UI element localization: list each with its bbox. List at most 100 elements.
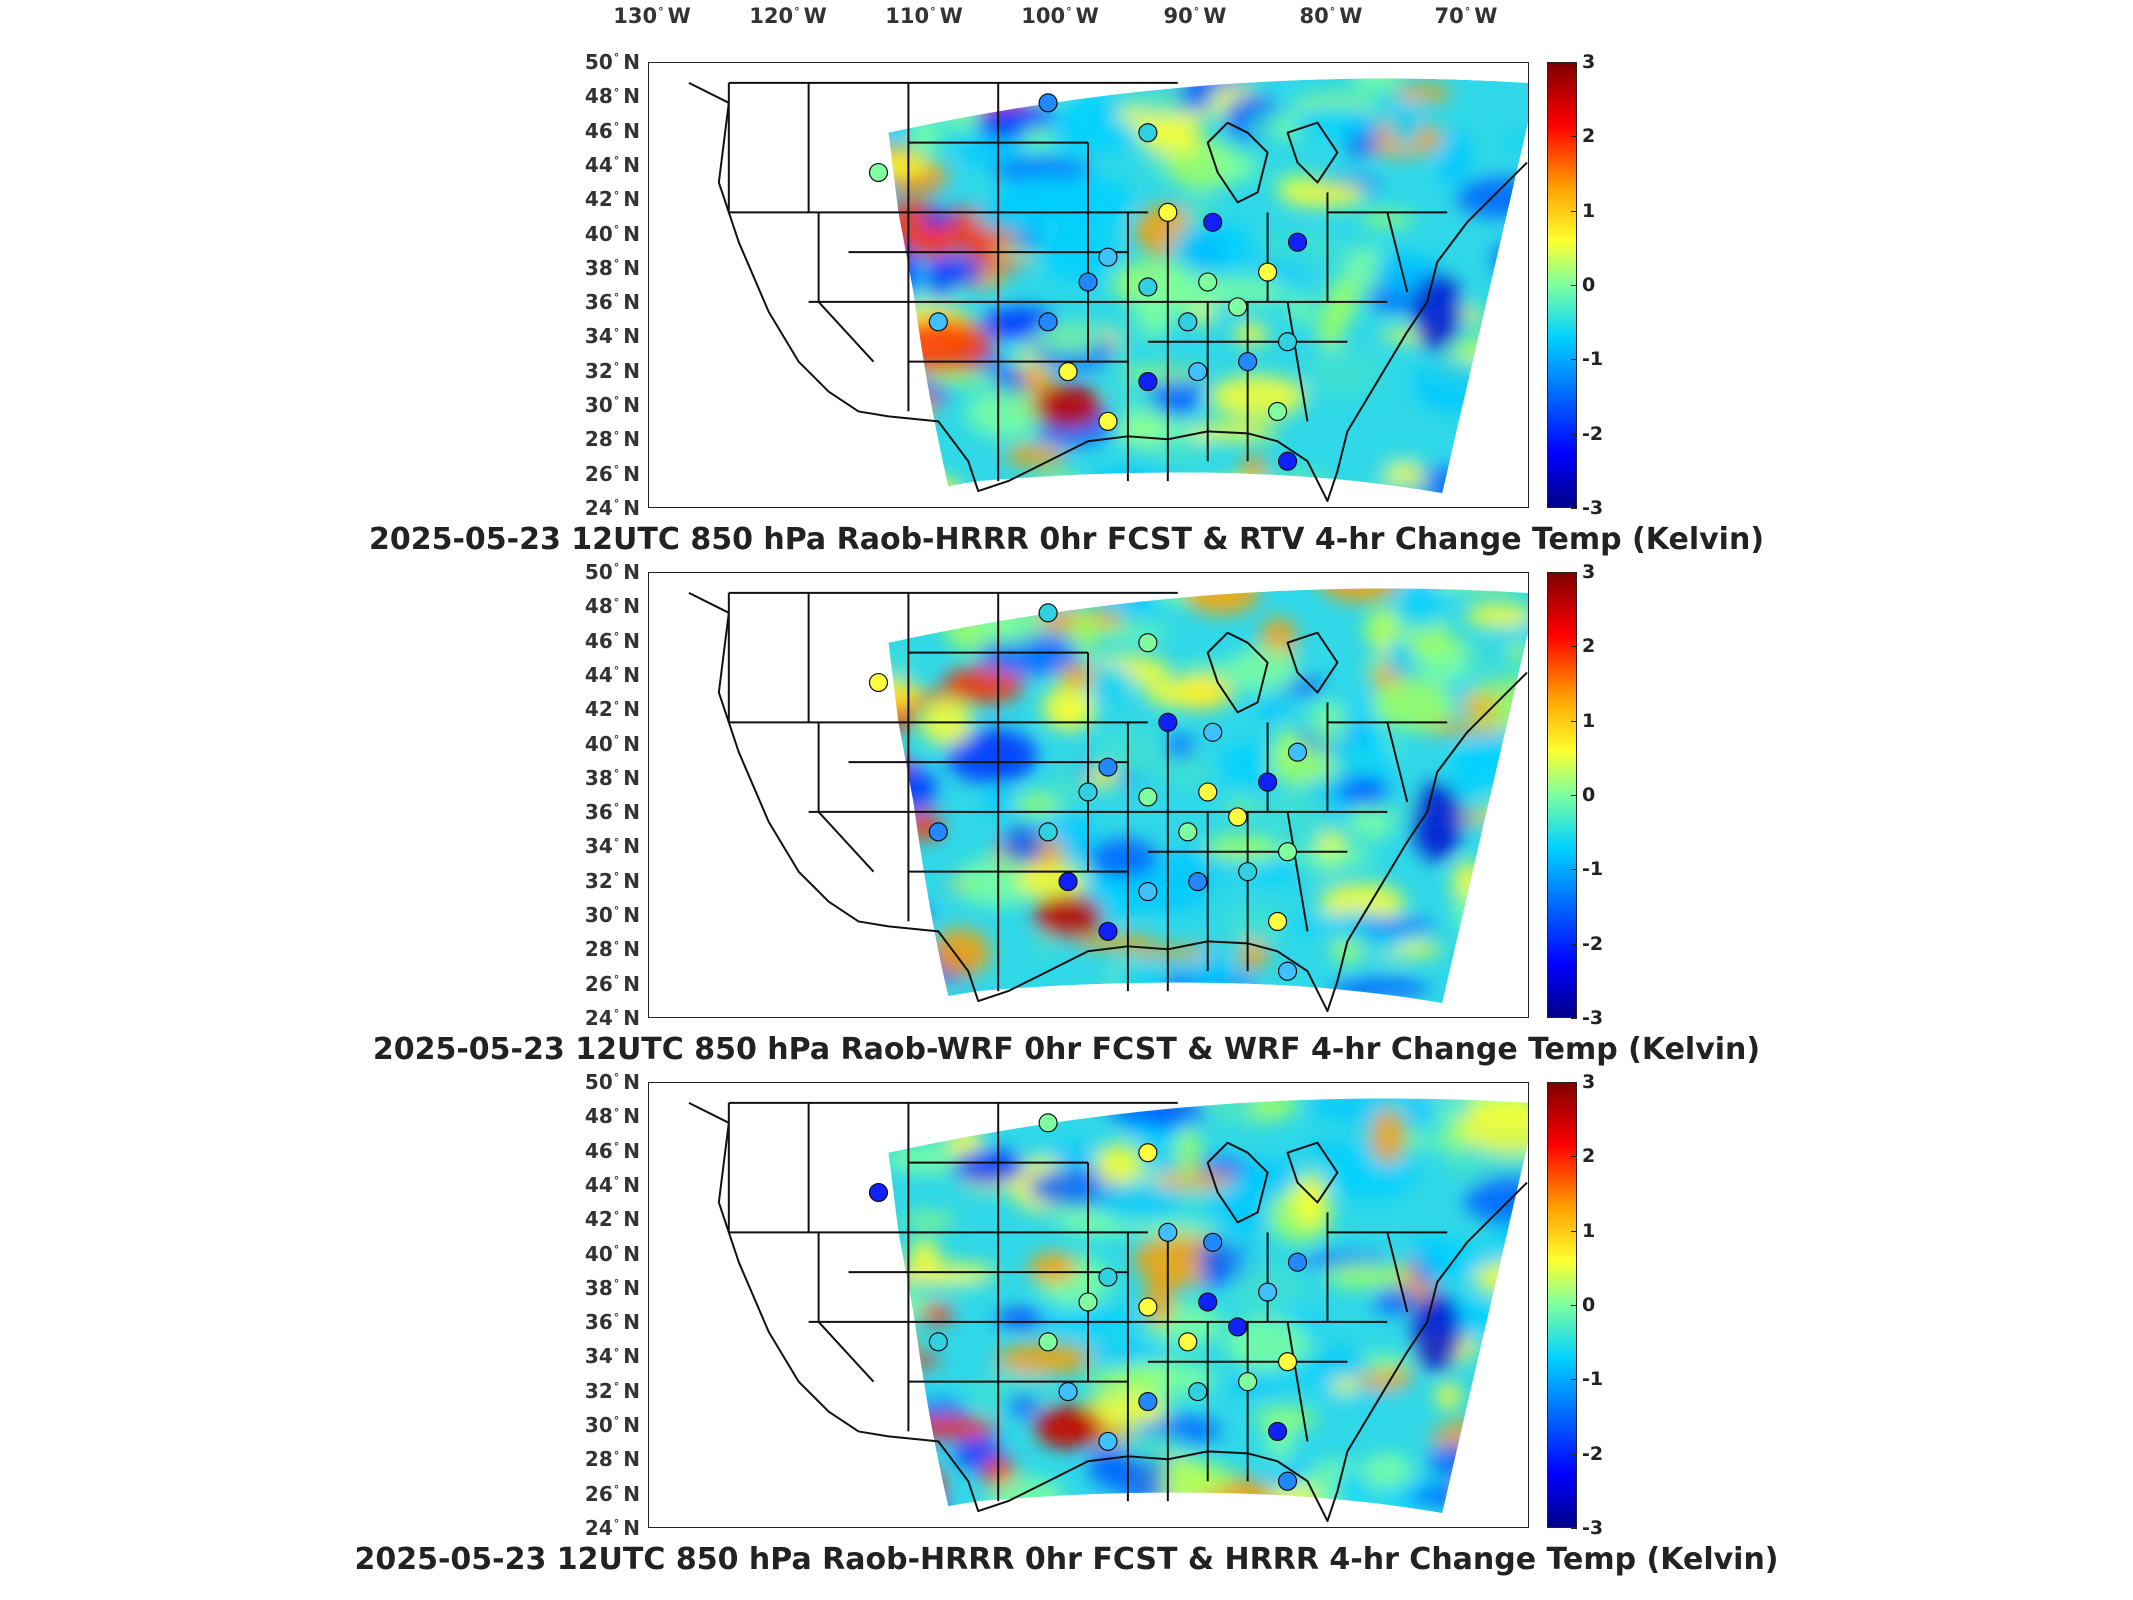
colorbar-tick-label: 0 bbox=[1582, 1294, 1596, 1316]
colorbar-tick-label: -2 bbox=[1582, 1442, 1604, 1465]
colorbar-tick-mark bbox=[1571, 1082, 1577, 1083]
raob-station-marker bbox=[1038, 603, 1058, 623]
raob-station-marker bbox=[1038, 93, 1058, 113]
lat-label: 40° N bbox=[584, 1241, 640, 1266]
raob-station-marker bbox=[1228, 807, 1248, 827]
lat-label: 48° N bbox=[584, 84, 640, 109]
colorbar-tick-label: 2 bbox=[1582, 125, 1596, 148]
lat-label: 38° N bbox=[584, 255, 640, 280]
colorbar-tick-mark bbox=[1571, 1230, 1577, 1232]
colorbar-tick-mark bbox=[1571, 433, 1577, 435]
colorbar-tick-mark bbox=[1571, 795, 1577, 796]
lat-label: 42° N bbox=[584, 697, 640, 722]
lat-label: 30° N bbox=[584, 903, 640, 928]
lat-label: 50° N bbox=[584, 1070, 640, 1094]
colorbar-tick-mark bbox=[1571, 1379, 1577, 1381]
colorbar-tick-mark bbox=[1571, 1453, 1577, 1455]
lat-label: 34° N bbox=[584, 324, 640, 349]
raob-station-marker bbox=[1258, 772, 1278, 792]
raob-station-marker bbox=[1188, 1382, 1208, 1402]
lat-label: 32° N bbox=[584, 1378, 640, 1403]
lat-label: 28° N bbox=[584, 427, 640, 452]
lat-label: 48° N bbox=[584, 594, 640, 619]
colorbar-tick-label: -3 bbox=[1582, 1007, 1604, 1029]
colorbar-tick-mark bbox=[1571, 572, 1577, 573]
raob-station-marker bbox=[1038, 822, 1058, 842]
raob-station-marker bbox=[1138, 633, 1158, 653]
raob-station-marker bbox=[1138, 123, 1158, 143]
colorbar-tick-mark bbox=[1571, 210, 1577, 212]
raob-station-marker bbox=[1238, 1372, 1258, 1392]
lat-label: 38° N bbox=[584, 1275, 640, 1300]
lat-label: 34° N bbox=[584, 834, 640, 859]
raob-station-marker bbox=[1277, 1352, 1298, 1372]
colorbar-tick-label: 1 bbox=[1582, 1219, 1596, 1242]
raob-station-marker bbox=[1138, 1392, 1158, 1412]
temperature-map bbox=[648, 62, 1529, 508]
temperature-map bbox=[648, 572, 1529, 1018]
lon-label-80: 80° W bbox=[1299, 4, 1363, 28]
raob-station-marker bbox=[1178, 312, 1198, 332]
raob-station-marker bbox=[868, 672, 889, 693]
raob-station-marker bbox=[1058, 362, 1078, 382]
lat-label: 24° N bbox=[584, 1006, 640, 1030]
raob-station-marker bbox=[1198, 272, 1218, 292]
raob-station-marker bbox=[1098, 757, 1118, 777]
lat-label: 48° N bbox=[584, 1104, 640, 1129]
raob-station-marker bbox=[928, 822, 948, 842]
raob-station-marker bbox=[1287, 742, 1308, 762]
colorbar-tick-label: -1 bbox=[1582, 1368, 1604, 1391]
raob-station-marker bbox=[1277, 332, 1298, 352]
state-borders bbox=[688, 81, 1528, 503]
lat-label: 24° N bbox=[584, 1516, 640, 1540]
colorbar-tick-label: 0 bbox=[1582, 784, 1596, 806]
state-lines bbox=[727, 82, 1448, 482]
raob-station-marker bbox=[1198, 782, 1218, 802]
lat-label: 28° N bbox=[584, 937, 640, 962]
raob-station-marker bbox=[1058, 1382, 1078, 1402]
raob-station-marker bbox=[1138, 787, 1158, 807]
raob-stations bbox=[868, 1113, 1308, 1491]
raob-station-marker bbox=[1203, 212, 1223, 232]
lat-label: 50° N bbox=[584, 560, 640, 584]
lat-label: 42° N bbox=[584, 1207, 640, 1232]
raob-station-marker bbox=[1078, 1292, 1098, 1312]
raob-station-marker bbox=[1178, 1332, 1198, 1352]
raob-station-marker bbox=[1277, 842, 1298, 862]
temperature-field bbox=[888, 78, 1528, 494]
colorbar-tick-label: 3 bbox=[1582, 1071, 1596, 1093]
lat-label: 26° N bbox=[584, 461, 640, 486]
colorbar-tick-mark bbox=[1571, 1528, 1577, 1529]
state-borders bbox=[688, 591, 1528, 1013]
lat-label: 32° N bbox=[584, 358, 640, 383]
great-lakes bbox=[1206, 1141, 1339, 1224]
colorbar-tick-label: -1 bbox=[1582, 858, 1604, 881]
raob-station-marker bbox=[1198, 1292, 1218, 1312]
raob-station-marker bbox=[928, 312, 948, 332]
raob-station-marker bbox=[1238, 352, 1258, 372]
raob-station-marker bbox=[1138, 1297, 1158, 1317]
panel-title: 2025-05-23 12UTC 850 hPa Raob-HRRR 0hr F… bbox=[354, 1542, 1779, 1577]
colorbar-tick-label: 0 bbox=[1582, 274, 1596, 296]
raob-station-marker bbox=[928, 1332, 948, 1352]
colorbar-tick-label: 2 bbox=[1582, 635, 1596, 658]
raob-station-marker bbox=[1138, 882, 1158, 902]
lat-label: 26° N bbox=[584, 971, 640, 996]
lat-label: 24° N bbox=[584, 496, 640, 520]
raob-station-marker bbox=[1138, 372, 1158, 392]
lat-label: 44° N bbox=[584, 662, 640, 687]
colorbar-tick-mark bbox=[1571, 285, 1577, 286]
lat-label: 36° N bbox=[584, 800, 640, 825]
raob-station-marker bbox=[868, 162, 889, 183]
temperature-map bbox=[648, 1082, 1529, 1528]
colorbar-tick-label: -1 bbox=[1582, 348, 1604, 371]
lon-label-120: 120° W bbox=[749, 4, 827, 28]
temperature-field bbox=[888, 1098, 1528, 1514]
lat-label: 50° N bbox=[584, 50, 640, 74]
lat-label: 46° N bbox=[584, 1138, 640, 1163]
colorbar-tick-mark bbox=[1571, 136, 1577, 138]
raob-station-marker bbox=[1287, 1252, 1308, 1272]
raob-station-marker bbox=[1078, 272, 1098, 292]
raob-station-marker bbox=[1287, 232, 1308, 252]
colorbar-tick-mark bbox=[1571, 1018, 1577, 1019]
